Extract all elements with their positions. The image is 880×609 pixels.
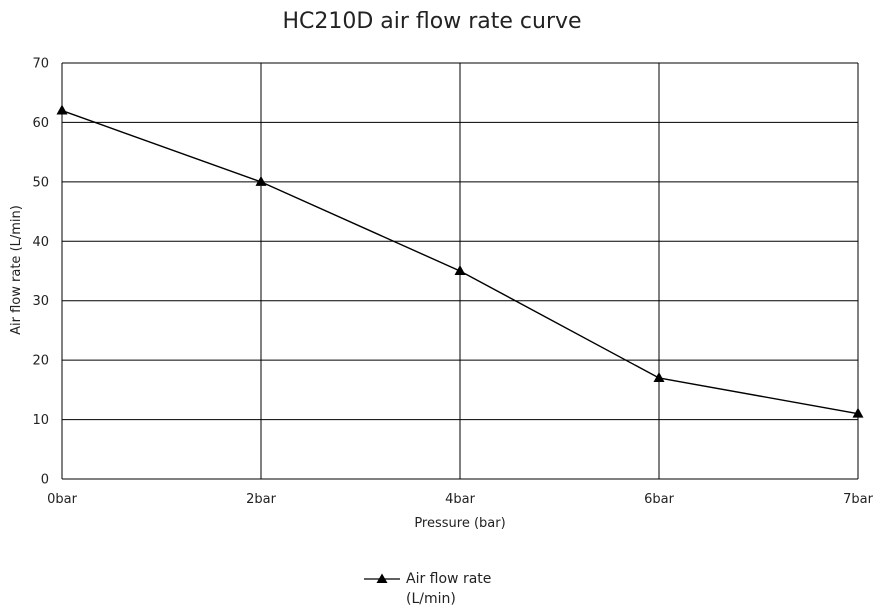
x-tick-label: 0bar — [47, 492, 77, 507]
y-tick-label: 50 — [32, 175, 49, 190]
data-point-triangle — [454, 265, 466, 275]
tick-labels: 0 10 20 30 40 50 60 70 0bar 2bar 4bar 6bar 7bar — [32, 57, 873, 508]
x-tick-label: 4bar — [445, 492, 475, 507]
y-tick-label: 20 — [32, 354, 49, 369]
series-layer — [56, 104, 864, 418]
x-tick-label: 6bar — [644, 492, 674, 507]
legend-label-line2: (L/min) — [406, 591, 456, 607]
data-point-triangle — [56, 104, 68, 115]
y-tick-label: 0 — [41, 473, 49, 488]
legend-label-line1: Air flow rate — [406, 571, 491, 587]
data-point-triangle — [653, 371, 665, 382]
y-tick-label: 70 — [32, 57, 49, 72]
data-point-triangle — [255, 175, 267, 186]
x-tick-label: 7bar — [843, 492, 873, 507]
x-tick-label: 2bar — [246, 492, 276, 507]
y-axis-label: Air flow rate (L/min) — [9, 205, 24, 335]
x-axis-label: Pressure (bar) — [414, 516, 505, 531]
data-point-triangle — [852, 407, 864, 418]
legend-marker-triangle-icon — [376, 573, 388, 583]
legend: Air flow rate (L/min) — [364, 571, 491, 607]
y-tick-label: 10 — [32, 413, 49, 428]
y-tick-label: 30 — [32, 294, 49, 309]
y-tick-label: 60 — [32, 116, 49, 131]
chart-title: HC210D air flow rate curve — [282, 9, 581, 34]
y-tick-label: 40 — [32, 235, 49, 250]
